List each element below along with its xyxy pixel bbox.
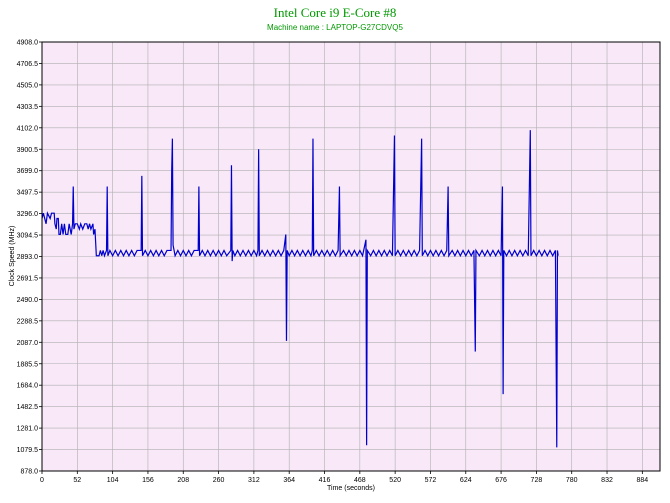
- chart-title: Intel Core i9 E-Core #8: [274, 5, 397, 20]
- y-tick-label: 1079.5: [17, 447, 39, 454]
- y-tick-label: 3094.5: [17, 233, 39, 240]
- y-tick-label: 3900.5: [17, 147, 39, 154]
- y-tick-label: 4102.0: [17, 125, 39, 132]
- y-tick-label: 3497.5: [17, 190, 39, 197]
- y-axis-label: Clock Speed (MHz): [9, 226, 16, 287]
- y-tick-label: 2691.5: [17, 275, 39, 282]
- x-tick-label: 676: [495, 477, 507, 484]
- y-tick-label: 2288.5: [17, 318, 39, 325]
- x-tick-label: 728: [531, 477, 543, 484]
- x-tick-label: 572: [425, 477, 437, 484]
- y-tick-label: 1281.0: [17, 426, 39, 433]
- x-axis-label: Time (seconds): [327, 485, 375, 492]
- y-tick-label: 1482.5: [17, 404, 39, 411]
- y-axis-ticks: 878.0 1079.5 1281.0 1482.5 1684.0 1885.5 2087.…: [17, 40, 42, 476]
- plot-border: [41, 41, 661, 472]
- y-tick-label: 2490.0: [17, 297, 39, 304]
- x-tick-label: 884: [636, 477, 648, 484]
- x-tick-label: 0: [40, 477, 44, 484]
- chart-subtitle: Machine name : LAPTOP-G27CDVQ5: [267, 23, 403, 32]
- y-tick-label: 2087.0: [17, 340, 39, 347]
- x-tick-label: 468: [354, 477, 366, 484]
- y-tick-label: 1684.0: [17, 383, 39, 390]
- x-tick-label: 364: [283, 477, 295, 484]
- y-tick-label: 1885.5: [17, 361, 39, 368]
- x-tick-label: 52: [73, 477, 81, 484]
- x-tick-label: 624: [460, 477, 472, 484]
- y-tick-label: 4505.0: [17, 82, 39, 89]
- x-tick-label: 312: [248, 477, 260, 484]
- y-tick-label: 4706.5: [17, 61, 39, 68]
- y-tick-label: 878.0: [20, 469, 38, 476]
- x-tick-label: 104: [107, 477, 119, 484]
- x-tick-label: 208: [177, 477, 189, 484]
- y-tick-label: 4303.5: [17, 104, 39, 111]
- x-tick-label: 780: [566, 477, 578, 484]
- x-tick-label: 832: [601, 477, 613, 484]
- y-tick-label: 2893.0: [17, 254, 39, 261]
- series-line: [41, 130, 559, 448]
- x-tick-label: 260: [213, 477, 225, 484]
- y-tick-label: 4908.0: [17, 40, 39, 47]
- grid-lines: [41, 41, 660, 472]
- x-tick-label: 416: [319, 477, 331, 484]
- x-tick-label: 520: [389, 477, 401, 484]
- x-tick-label: 156: [142, 477, 154, 484]
- y-tick-label: 3699.0: [17, 168, 39, 175]
- x-axis-ticks: 0 52 104 156 208 260 312 364 416 468 520 572 624 676 7…: [40, 471, 648, 484]
- y-tick-label: 3296.0: [17, 211, 39, 218]
